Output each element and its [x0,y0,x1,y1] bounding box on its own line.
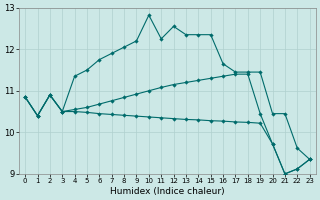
X-axis label: Humidex (Indice chaleur): Humidex (Indice chaleur) [110,187,225,196]
